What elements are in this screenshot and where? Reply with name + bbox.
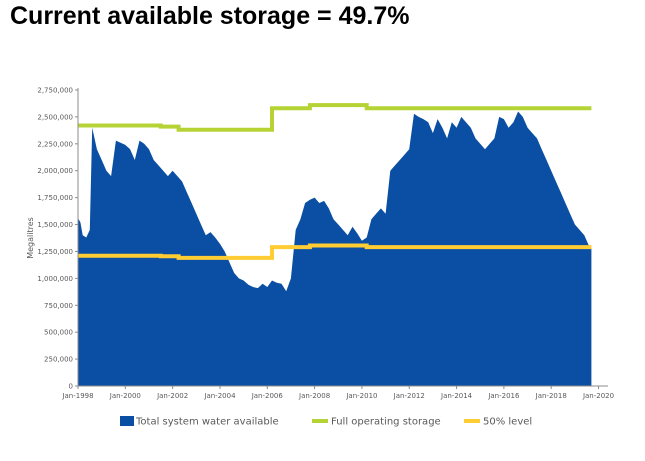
series-area-total-water: [78, 111, 592, 386]
series-line-full-operating-storage: [78, 103, 592, 132]
x-tick-label: Jan-2012: [393, 392, 425, 400]
x-tick-label: Jan-2004: [203, 392, 236, 400]
x-tick-label: Jan-2014: [440, 392, 473, 400]
headline: Current available storage = 49.7%: [10, 2, 410, 30]
x-tick-label: Jan-2008: [298, 392, 330, 400]
legend-item-full-operating-storage: Full operating storage: [312, 417, 441, 428]
x-tick-label: Jan-2010: [345, 392, 377, 400]
x-tick-label: Jan-1998: [61, 392, 93, 400]
y-tick-label: 1,500,000: [37, 221, 73, 229]
axes-layer: 0 250,000 500,000 750,000 1,000,000 1,250,000…: [26, 87, 614, 401]
y-tick-label: 500,000: [44, 329, 73, 337]
x-tick-label: Jan-2002: [156, 392, 188, 400]
y-tick-label: 1,750,000: [37, 194, 73, 202]
series-line-50-percent-level: [78, 243, 592, 260]
y-tick-label: 1,000,000: [37, 275, 73, 283]
x-tick-label: Jan-2020: [582, 392, 614, 400]
legend-swatch: [120, 416, 134, 426]
line-layer: [78, 103, 592, 260]
y-tick-label: 2,750,000: [37, 87, 73, 95]
legend-label: 50% level: [483, 417, 532, 428]
y-tick-label: 250,000: [44, 356, 73, 364]
y-axis-title: Megalitres: [26, 217, 35, 259]
x-tick-label: Jan-2000: [109, 392, 141, 400]
y-tick-label: 750,000: [44, 302, 73, 310]
y-tick-label: 1,250,000: [37, 248, 73, 256]
x-tick-label: Jan-2006: [251, 392, 284, 400]
x-tick-label: Jan-2016: [487, 392, 520, 400]
legend-item-50-percent-level: 50% level: [464, 417, 532, 428]
y-tick-label: 0: [69, 383, 73, 391]
legend: Total system water available Full operati…: [120, 416, 532, 428]
legend-item-total-water: Total system water available: [120, 416, 279, 428]
x-tick-label: Jan-2018: [535, 392, 567, 400]
legend-label: Total system water available: [135, 417, 279, 428]
area-layer: [78, 111, 592, 386]
y-tick-label: 2,000,000: [37, 167, 73, 175]
y-tick-label: 2,250,000: [37, 140, 73, 148]
legend-label: Full operating storage: [331, 417, 441, 428]
y-tick-label: 2,500,000: [37, 113, 73, 121]
